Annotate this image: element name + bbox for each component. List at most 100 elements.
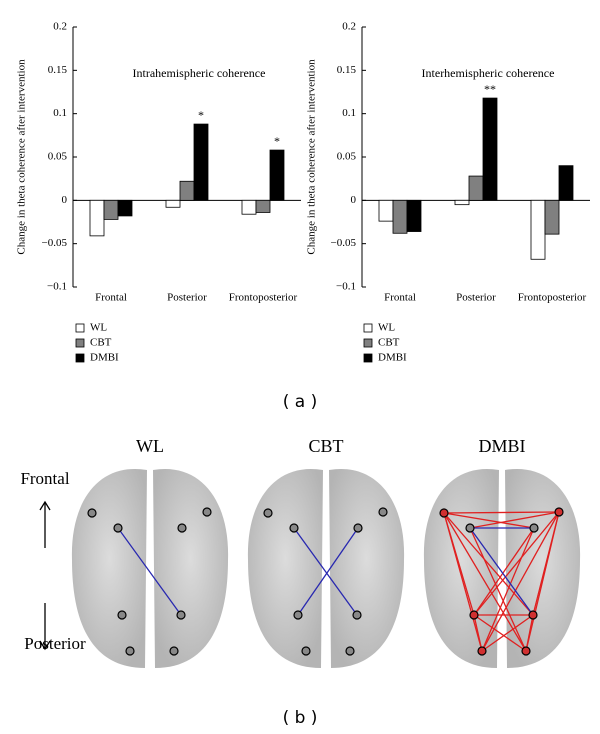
legend-swatch xyxy=(75,323,85,333)
y-tick-label: 0.2 xyxy=(53,21,67,33)
annotation: * xyxy=(198,108,204,122)
hemisphere xyxy=(247,468,323,668)
connection xyxy=(525,614,534,652)
connection xyxy=(443,512,483,652)
electrode xyxy=(263,508,273,518)
y-tick-label: 0.15 xyxy=(337,64,357,76)
x-tick-label: Frontal xyxy=(95,292,127,304)
bar xyxy=(117,199,133,217)
annotation: * xyxy=(274,134,280,148)
y-tick-label: −0.05 xyxy=(331,237,357,249)
panel-label: ( b ) xyxy=(283,708,318,728)
electrode xyxy=(125,646,135,656)
legend-label: CBT xyxy=(378,337,400,349)
electrode xyxy=(353,523,363,533)
bar xyxy=(544,199,560,235)
bar xyxy=(269,149,285,201)
y-tick-label: 0.1 xyxy=(53,107,67,119)
bar xyxy=(392,199,408,234)
electrode xyxy=(352,610,362,620)
connection xyxy=(481,614,534,652)
legend-swatch xyxy=(75,353,85,363)
electrode xyxy=(202,507,212,517)
hemisphere xyxy=(153,468,229,668)
y-tick-label: 0.15 xyxy=(48,64,68,76)
y-tick-label: 0 xyxy=(351,194,357,206)
electrode xyxy=(469,610,479,620)
x-tick-label: Posterior xyxy=(167,292,207,304)
connection xyxy=(469,527,527,652)
connection xyxy=(525,511,560,652)
annotation: ** xyxy=(484,82,496,96)
connection xyxy=(481,511,560,652)
y-tick-label: −0.1 xyxy=(47,281,67,293)
connection xyxy=(473,614,527,652)
legend-swatch xyxy=(363,353,373,363)
bar xyxy=(454,199,470,206)
direction-label: Posterior xyxy=(24,634,86,653)
legend-swatch xyxy=(363,323,373,333)
brain xyxy=(71,468,229,668)
bar xyxy=(165,199,181,208)
bar xyxy=(482,97,498,201)
legend-label: DMBI xyxy=(378,352,407,364)
bar xyxy=(241,199,257,215)
electrode xyxy=(301,646,311,656)
bar xyxy=(378,199,394,222)
x-tick-label: Posterior xyxy=(456,292,496,304)
legend-swatch xyxy=(75,338,85,348)
bar xyxy=(530,199,546,260)
bar xyxy=(89,199,105,237)
connection xyxy=(469,511,560,529)
bar xyxy=(103,199,119,220)
bar xyxy=(406,199,422,232)
chart-title: Intrahemispheric coherence xyxy=(133,66,266,80)
bar xyxy=(468,175,484,201)
electrode xyxy=(169,646,179,656)
bar xyxy=(179,180,195,201)
brain-label: WL xyxy=(136,436,164,456)
bar xyxy=(558,165,574,201)
legend-label: WL xyxy=(378,322,395,334)
electrode xyxy=(176,610,186,620)
electrode xyxy=(177,523,187,533)
y-tick-label: 0.05 xyxy=(48,151,68,163)
connection xyxy=(443,512,527,652)
x-tick-label: Frontoposterior xyxy=(229,292,298,304)
x-tick-label: Frontoposterior xyxy=(518,292,587,304)
electrode xyxy=(289,523,299,533)
hemisphere xyxy=(71,468,147,668)
connection xyxy=(443,511,560,514)
y-tick-label: 0.2 xyxy=(342,21,356,33)
connection xyxy=(473,511,560,616)
brain-label: CBT xyxy=(308,436,343,456)
connection xyxy=(297,527,359,616)
hemisphere xyxy=(329,468,405,668)
legend-label: DMBI xyxy=(90,352,119,364)
electrode xyxy=(439,508,449,518)
electrode xyxy=(529,523,539,533)
electrode xyxy=(345,646,355,656)
connection xyxy=(443,512,534,616)
electrode xyxy=(528,610,538,620)
connection xyxy=(473,527,535,616)
electrode xyxy=(117,610,127,620)
electrode xyxy=(113,523,123,533)
y-tick-label: 0.05 xyxy=(337,151,357,163)
connection xyxy=(293,527,358,616)
bar xyxy=(193,123,209,201)
y-tick-label: 0 xyxy=(62,194,68,206)
connection xyxy=(469,527,534,616)
y-axis-label: Change in theta coherence after interven… xyxy=(16,59,28,255)
electrode xyxy=(554,507,564,517)
x-tick-label: Frontal xyxy=(384,292,416,304)
electrode xyxy=(477,646,487,656)
connection xyxy=(117,527,182,616)
brain xyxy=(247,468,405,668)
direction-label: Frontal xyxy=(20,469,69,488)
electrode xyxy=(293,610,303,620)
bar xyxy=(255,199,271,213)
electrode xyxy=(87,508,97,518)
connection xyxy=(481,527,535,652)
